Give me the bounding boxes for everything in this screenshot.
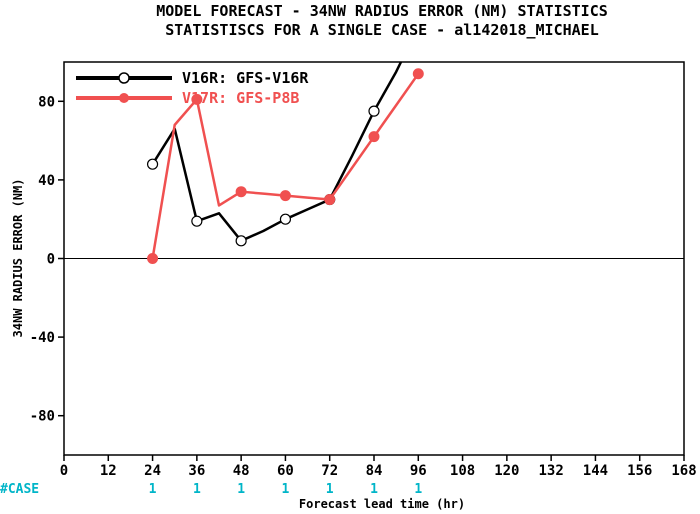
legend-label: V16R: GFS-V16R [182,69,309,87]
x-tick-label: 60 [277,463,294,479]
legend-label: V17R: GFS-P8B [182,89,299,107]
x-tick-label: 84 [366,463,383,479]
series-layer [146,62,424,264]
data-point [368,131,380,143]
case-count: 1 [414,482,422,497]
data-point [279,213,292,225]
x-tick-label: 36 [188,463,205,479]
x-tick-label: 108 [450,463,475,479]
data-point [147,253,159,264]
data-point [368,105,380,117]
y-tick-label: 0 [47,252,55,268]
x-tick-label: 12 [100,463,117,479]
case-label: #CASE [0,482,39,497]
y-axis-ticks: -80 -40 0 40 80 [30,94,64,425]
legend-marker [118,72,130,84]
x-axis-label: Forecast lead time (hr) [299,497,465,511]
chart-title-line1: MODEL FORECAST - 34NW RADIUS ERROR (NM) … [156,2,608,20]
data-point [235,235,247,247]
case-count: 1 [370,482,378,497]
legend: V16R: GFS-V16R V17R: GFS-P8B [76,69,309,107]
case-count: 1 [149,482,157,497]
x-tick-label: 96 [410,463,427,479]
x-tick-label: 48 [233,463,250,479]
case-count: 1 [237,482,245,497]
series-2 [147,68,424,264]
y-axis-label: 34NW RADIUS ERROR (NM) [11,179,25,338]
x-tick-label: 72 [321,463,338,479]
x-tick-label: 132 [538,463,563,479]
legend-entry: V16R: GFS-V16R [76,69,309,87]
x-tick-label: 144 [583,463,608,479]
data-point [235,186,247,198]
data-point [412,68,424,80]
y-tick-label: -80 [30,409,55,425]
y-tick-label: 80 [38,94,55,110]
data-point [324,194,336,206]
case-count: 1 [193,482,201,497]
x-tick-label: 120 [494,463,519,479]
x-axis-ticks: 0 12 24 36 48 60 72 84 96 108 120 132 144 156 168 [60,455,697,479]
series-1 [146,62,403,247]
y-tick-label: 40 [38,173,55,189]
data-point [191,93,203,105]
data-point [279,190,291,202]
y-tick-label: -40 [30,330,55,346]
x-tick-label: 168 [671,463,696,479]
x-tick-label: 24 [144,463,161,479]
x-tick-label: 156 [627,463,652,479]
chart-title-line2: STATISTISCS FOR A SINGLE CASE - al142018… [165,21,598,39]
case-count: 1 [282,482,290,497]
case-count: 1 [326,482,334,497]
data-point [146,158,159,170]
legend-marker [119,93,129,103]
data-point [191,215,203,227]
legend-entry: V17R: GFS-P8B [76,89,299,107]
x-tick-label: 0 [60,463,68,479]
case-counts: 1 1 1 1 1 1 1 [149,482,423,497]
